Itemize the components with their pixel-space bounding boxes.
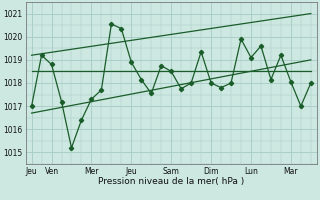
X-axis label: Pression niveau de la mer( hPa ): Pression niveau de la mer( hPa ) bbox=[98, 177, 244, 186]
